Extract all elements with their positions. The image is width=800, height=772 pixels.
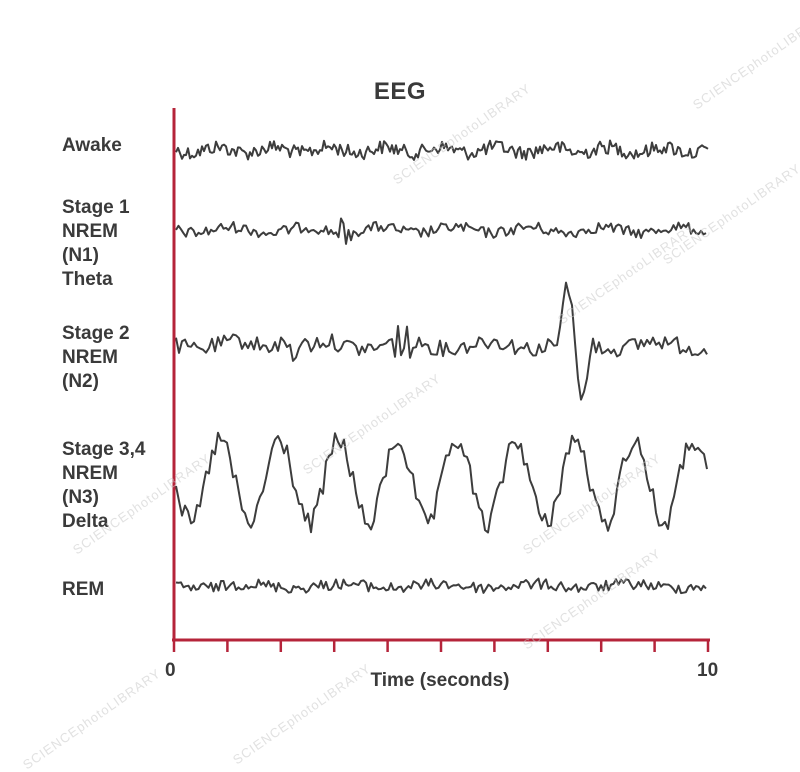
trace-awake (175, 139, 709, 161)
trace-stage1 (175, 217, 707, 245)
trace-stage2 (175, 281, 708, 401)
x-tick-label-start: 0 (165, 660, 176, 681)
label-line: Theta (62, 269, 113, 290)
label-stage3-4: Stage 3,4 NREM (N3) Delta (62, 438, 145, 534)
trace-stage3-4 (175, 431, 708, 534)
label-stage2: Stage 2 NREM (N2) (62, 322, 130, 394)
label-line: (N3) (62, 487, 99, 508)
trace-rem (175, 577, 707, 595)
label-line: Stage 3,4 (62, 439, 146, 460)
x-axis-ticks (172, 640, 710, 652)
x-tick-label-end: 10 (697, 660, 719, 681)
label-line: NREM (62, 347, 118, 368)
label-line: NREM (62, 463, 118, 484)
figure-title: EEG (373, 78, 427, 105)
label-line: Awake (62, 135, 122, 156)
label-line: Stage 1 (62, 197, 130, 218)
label-rem: REM (62, 578, 104, 602)
label-line: (N1) (62, 245, 99, 266)
label-line: NREM (62, 221, 118, 242)
label-stage1: Stage 1 NREM (N1) Theta (62, 196, 130, 292)
x-axis-title: Time (seconds) (370, 670, 510, 691)
eeg-traces (175, 139, 709, 595)
label-line: REM (62, 579, 105, 600)
label-line: Delta (62, 511, 109, 532)
label-line: (N2) (62, 371, 99, 392)
label-awake: Awake (62, 134, 122, 158)
label-line: Stage 2 (62, 323, 130, 344)
